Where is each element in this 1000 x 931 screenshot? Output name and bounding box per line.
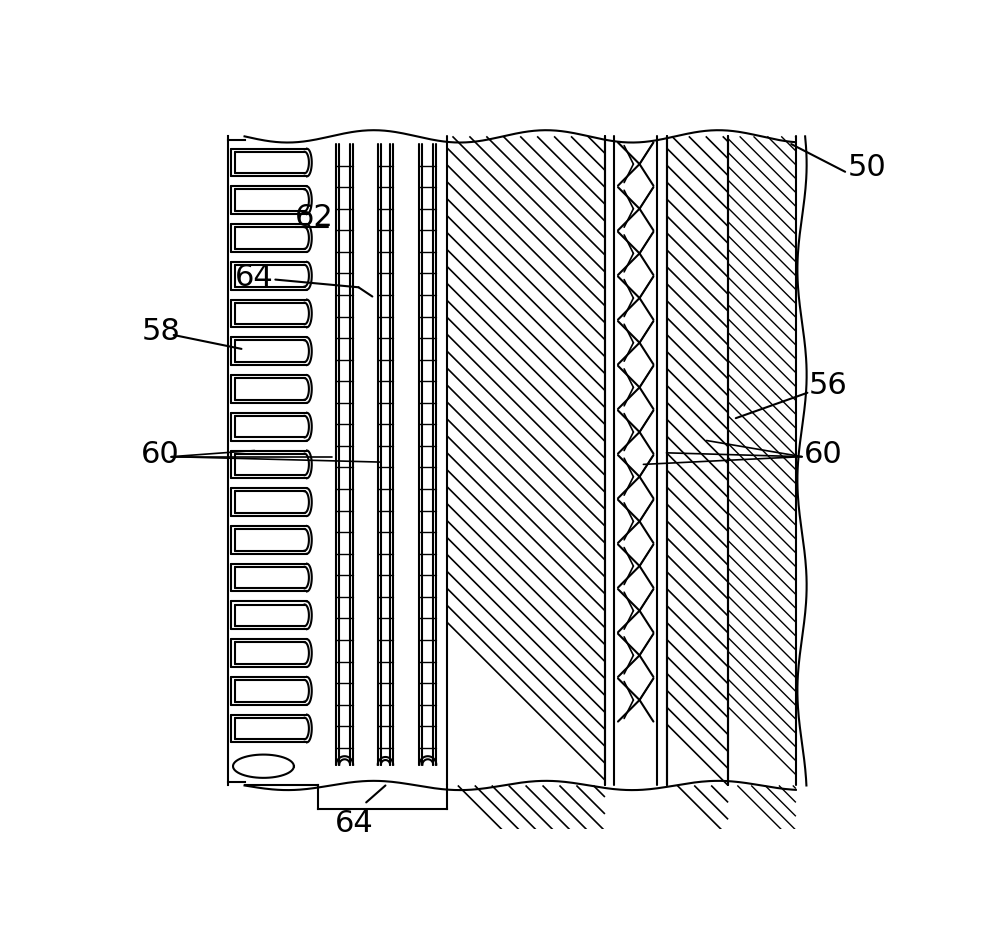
Text: 50: 50 [847, 153, 886, 182]
Text: 56: 56 [809, 371, 848, 399]
Text: 58: 58 [141, 317, 180, 345]
Text: 64: 64 [235, 263, 274, 291]
Text: 62: 62 [295, 204, 334, 233]
Text: 60: 60 [804, 439, 842, 469]
Text: 64: 64 [335, 808, 374, 838]
Text: 60: 60 [141, 439, 180, 469]
